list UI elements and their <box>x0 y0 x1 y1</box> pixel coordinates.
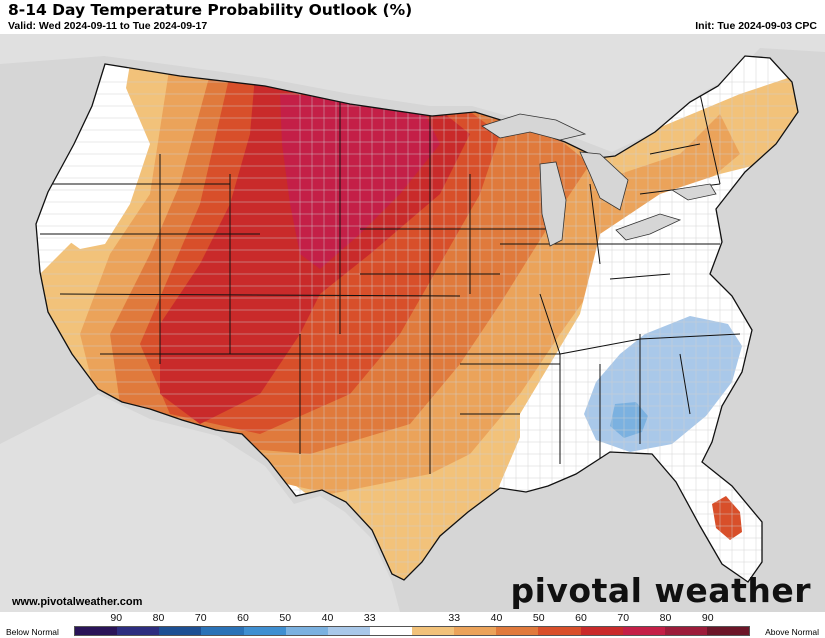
legend-color-bar <box>74 626 750 636</box>
map-title: 8-14 Day Temperature Probability Outlook… <box>8 1 413 19</box>
legend-swatch <box>580 627 623 635</box>
valid-period: Valid: Wed 2024-09-11 to Tue 2024-09-17 <box>8 20 208 32</box>
legend-tick: 70 <box>194 612 207 624</box>
legend-swatch <box>117 627 160 635</box>
outlook-map-svg <box>0 34 825 612</box>
shade-below-50 <box>610 402 648 438</box>
legend-tick: 60 <box>237 612 249 624</box>
legend-swatch <box>201 627 244 635</box>
legend-swatch <box>159 627 202 635</box>
legend-swatch <box>327 627 370 635</box>
legend-tick: 90 <box>701 612 714 624</box>
legend-swatch <box>412 627 455 635</box>
legend-below-normal: Below Normal <box>6 627 59 637</box>
legend-swatch <box>706 627 749 635</box>
legend-tick: 90 <box>110 612 123 624</box>
lake-ontario <box>670 183 717 201</box>
legend-above-normal: Above Normal <box>765 627 819 637</box>
legend-tick: 80 <box>659 612 672 624</box>
legend-tick: 70 <box>617 612 630 624</box>
legend-swatch <box>622 627 665 635</box>
legend-swatch <box>496 627 539 635</box>
mexico-land <box>0 394 400 612</box>
us-outline <box>35 55 799 583</box>
shade-florida-60 <box>712 496 742 540</box>
legend-tick: 50 <box>279 612 292 624</box>
color-legend: 90 80 70 60 50 40 33 33 40 50 60 70 80 9… <box>0 612 825 638</box>
lake-michigan <box>539 161 567 247</box>
legend-tick: 40 <box>490 612 503 624</box>
legend-swatch <box>538 627 581 635</box>
legend-tick: 60 <box>575 612 587 624</box>
legend-tick: 50 <box>532 612 545 624</box>
canada-land <box>0 34 825 152</box>
legend-tick: 33 <box>448 612 461 624</box>
lake-erie <box>615 213 682 241</box>
legend-swatch <box>369 627 412 635</box>
legend-swatch <box>285 627 328 635</box>
legend-swatch <box>243 627 286 635</box>
legend-tick: 33 <box>363 612 376 624</box>
outlook-map <box>0 34 825 612</box>
legend-swatch <box>454 627 497 635</box>
legend-tick: 40 <box>321 612 334 624</box>
great-lakes <box>481 113 717 247</box>
lake-huron <box>579 151 629 211</box>
lake-superior <box>481 113 587 141</box>
legend-swatch <box>75 627 118 635</box>
site-url[interactable]: www.pivotalweather.com <box>12 596 143 608</box>
legend-tick: 80 <box>152 612 165 624</box>
legend-tick-row: 90 80 70 60 50 40 33 33 40 50 60 70 80 9… <box>74 612 750 624</box>
legend-swatch <box>664 627 707 635</box>
brand-logo: pivotal weather <box>510 571 811 610</box>
init-time: Init: Tue 2024-09-03 CPC <box>695 20 817 32</box>
state-borders <box>36 93 741 474</box>
